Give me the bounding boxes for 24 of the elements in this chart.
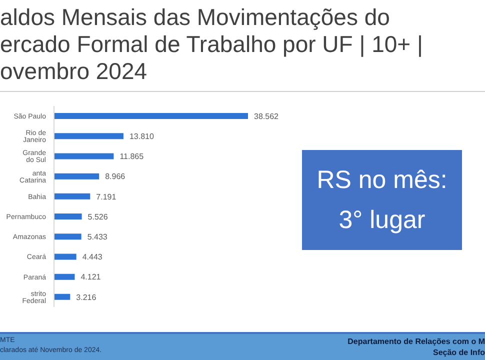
data-label: 8.966 bbox=[105, 172, 126, 182]
bar bbox=[54, 254, 76, 260]
data-label: 3.216 bbox=[76, 292, 97, 302]
chart-title: aldos Mensais das Movimentações do ercado Formal de Trabalho por UF | 10+ | ovembro 2024 bbox=[0, 4, 423, 85]
data-label: 4.443 bbox=[82, 252, 103, 262]
text: Seção de Info bbox=[432, 347, 485, 358]
bar bbox=[54, 173, 100, 180]
bar bbox=[54, 214, 82, 220]
data-label: 38.562 bbox=[254, 112, 280, 121]
data-label: 5.433 bbox=[87, 232, 108, 242]
bar bbox=[54, 294, 70, 300]
data-label: 13.810 bbox=[129, 132, 154, 141]
bar bbox=[54, 113, 248, 120]
data-label: 11.865 bbox=[120, 152, 144, 162]
text: RS no mês: 3° lugar bbox=[316, 165, 448, 236]
bar bbox=[54, 274, 75, 280]
data-label: 4.121 bbox=[80, 272, 102, 282]
bar bbox=[54, 193, 90, 200]
text: Departamento de Relações com o M bbox=[348, 336, 485, 347]
bar bbox=[54, 133, 124, 140]
bar bbox=[54, 153, 114, 160]
data-label: 7.191 bbox=[96, 192, 117, 202]
data-label: 5.526 bbox=[88, 212, 108, 222]
bar bbox=[54, 234, 82, 240]
